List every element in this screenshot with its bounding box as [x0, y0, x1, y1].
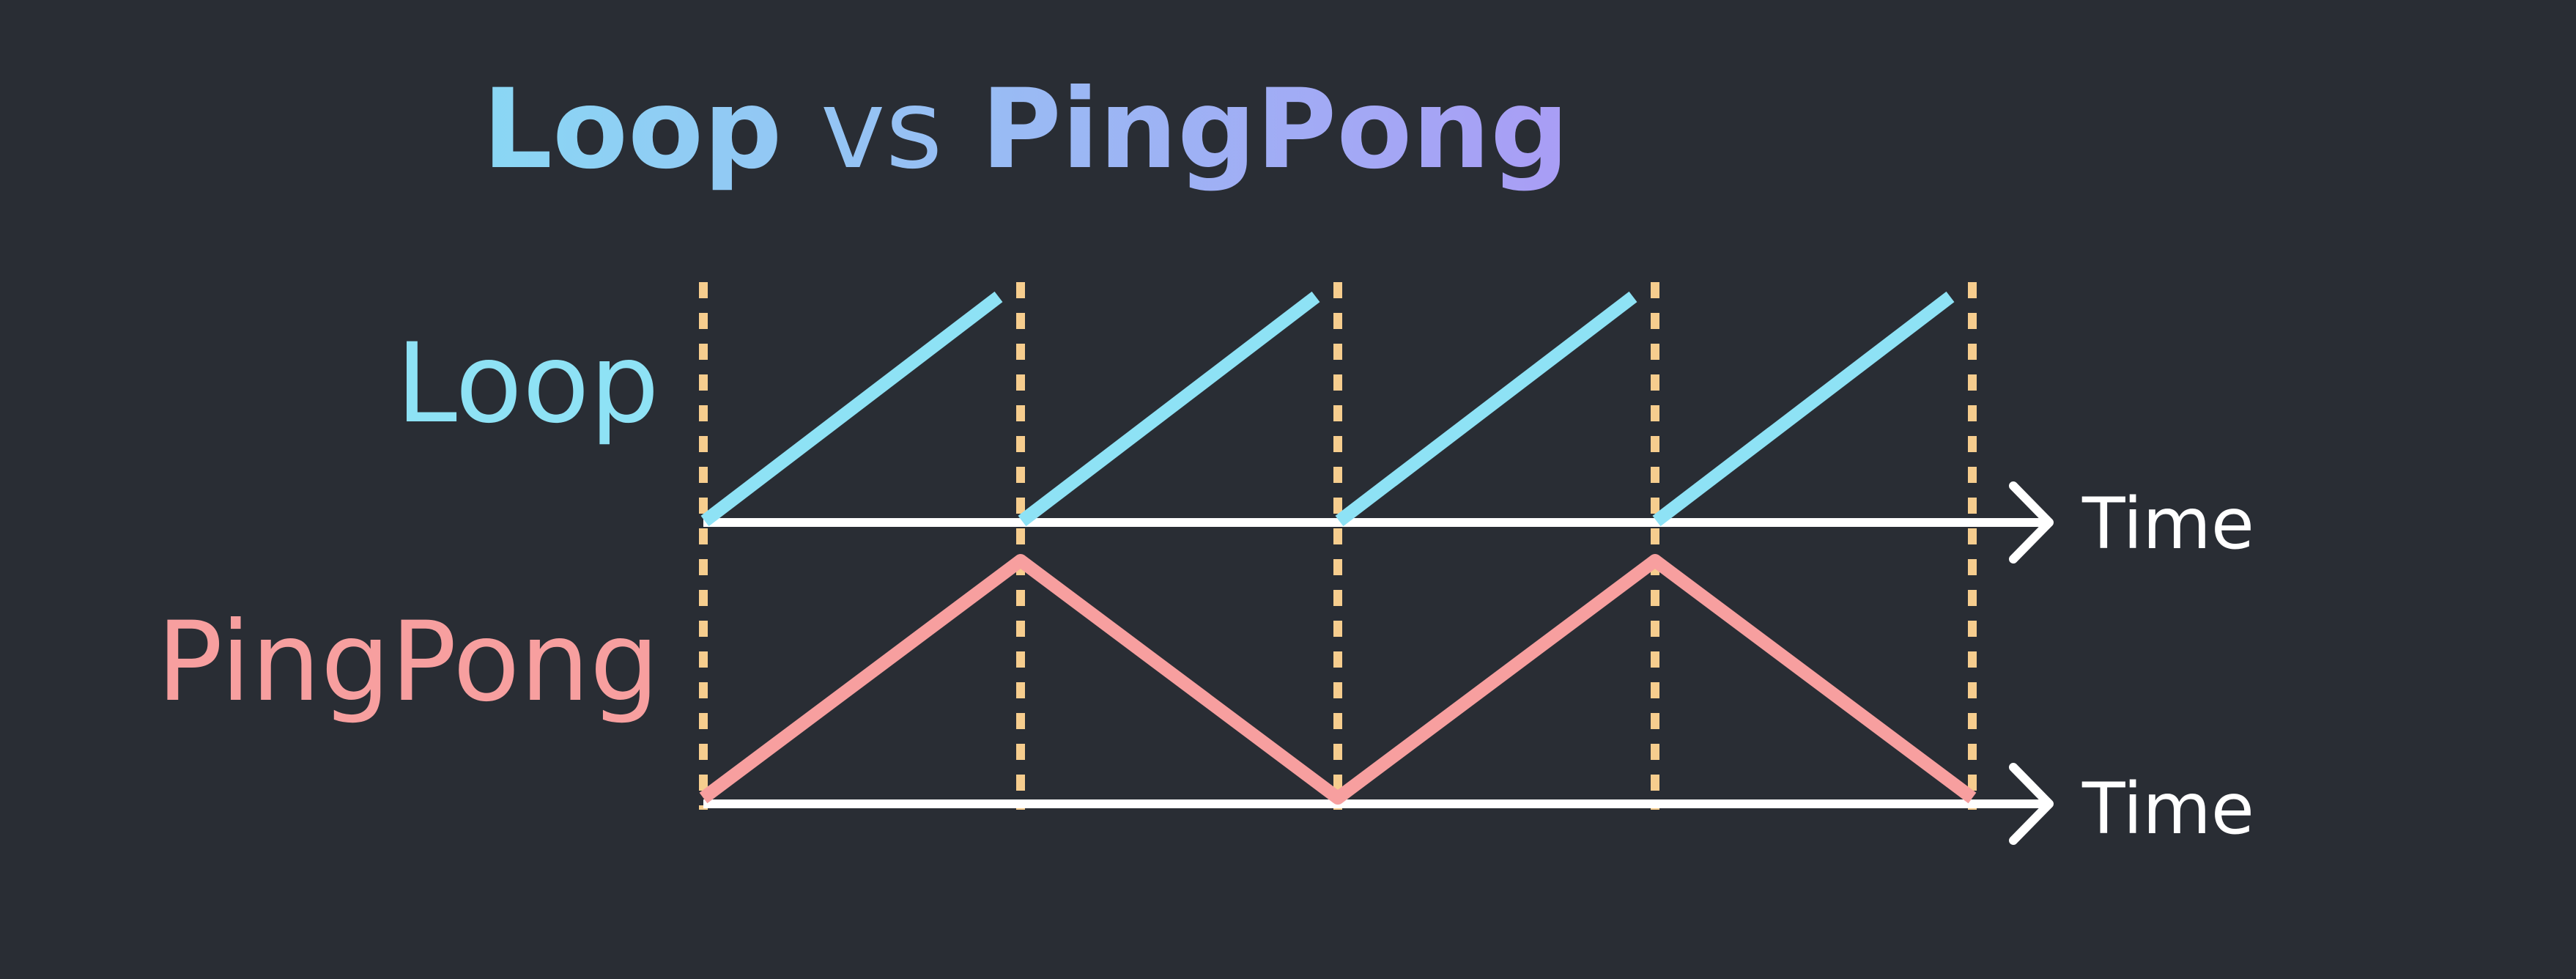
pingpong-zigzag-line [699, 554, 1977, 805]
loop-segment-3 [1652, 291, 1955, 527]
loop-segment-2 [1335, 291, 1637, 527]
loop-segment-0 [700, 291, 1003, 527]
pingpong-row-label: PingPong [157, 599, 659, 726]
diagram-title: Loop vs PingPong [482, 66, 1569, 193]
pingpong-time-axis-label: Time [2081, 768, 2254, 850]
title-loop: Loop [482, 66, 782, 193]
time-axis-arrowhead-0 [2009, 481, 2054, 564]
loop-row-label: Loop [396, 320, 659, 448]
loop-time-axis-label: Time [2081, 483, 2254, 565]
time-axis-arrowhead-1 [2009, 763, 2054, 845]
title-pingpong: PingPong [981, 66, 1569, 193]
title-vs: vs [821, 66, 943, 193]
diagram-marks [699, 282, 2054, 845]
loop-segment-1 [1018, 291, 1320, 527]
